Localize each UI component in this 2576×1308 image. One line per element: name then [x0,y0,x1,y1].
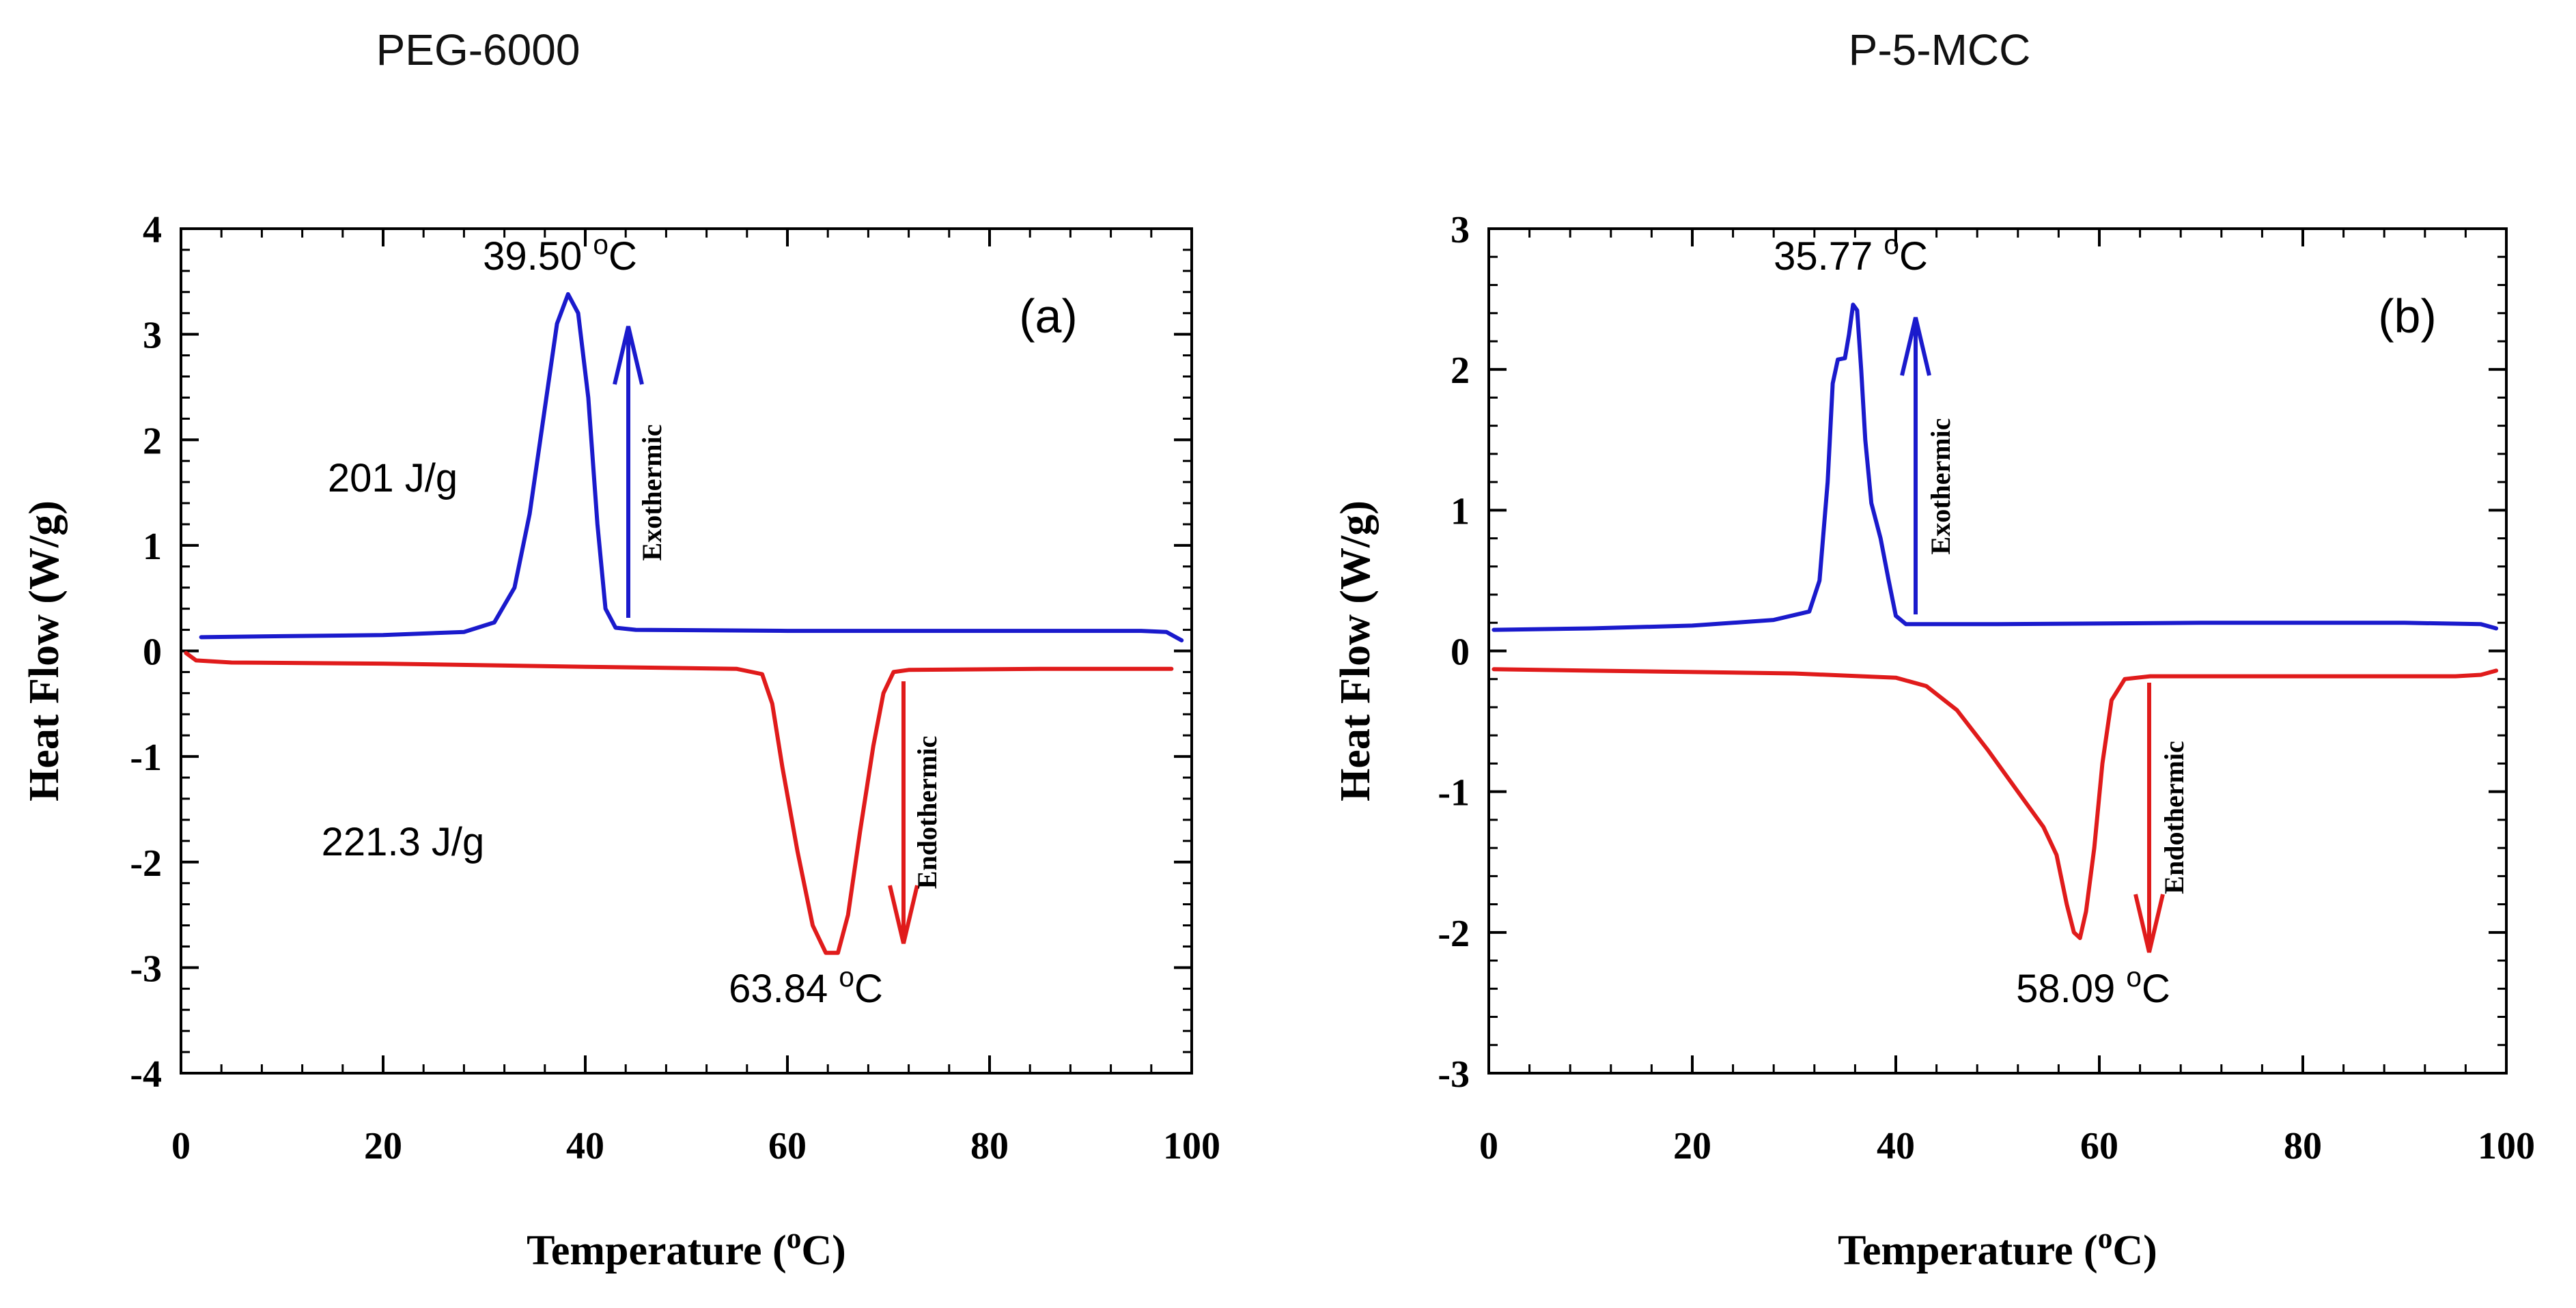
endothermic-label: Endothermic [2159,741,2189,894]
x-tick-label: 0 [1479,1125,1498,1167]
y-axis-title: Heat Flow (W/g) [21,500,68,801]
panel-header: PEG-6000 [376,25,580,74]
endothermic-peak-label: 63.84 oC [729,961,883,1011]
endothermic-label: Endothermic [912,736,942,889]
plot-frame [180,227,1193,1075]
y-axis-title: Heat Flow (W/g) [1332,500,1379,801]
exothermic-series-line [199,292,1184,642]
y-tick-label: 4 [143,209,162,251]
y-tick-label: -1 [130,737,162,779]
panel-header: P-5-MCC [1849,25,2031,74]
x-axis-title: Temperature (oC) [1838,1222,2157,1274]
chart-panel-b: P-5-MCC -3 -2 -1 0 1 2 3 0 20 40 60 80 100 Temperature… [1332,25,2535,1274]
y-tick-label: 3 [1451,209,1470,251]
plot-frame [1487,227,2508,1075]
y-tick-label: -1 [1438,772,1470,814]
endothermic-series-line [1492,667,2499,941]
y-tick-label: 2 [1451,350,1470,392]
y-tick-label: -2 [130,842,162,885]
exothermic-peak-label: 39.50 oC [483,229,637,279]
x-tick-label: 60 [2080,1125,2118,1167]
exothermic-label: Exothermic [636,425,667,561]
y-tick-label: 3 [143,315,162,357]
endothermic-arrow-head [888,885,919,944]
x-tick-label: 80 [2284,1125,2322,1167]
y-tick-label: -4 [130,1053,162,1096]
endothermic-enthalpy-label: 221.3 J/g [322,820,485,864]
exothermic-arrow-head [1900,317,1931,376]
x-axis-title: Temperature (oC) [527,1222,846,1274]
exothermic-enthalpy-label: 201 J/g [328,456,458,500]
x-tick-label: 20 [1673,1125,1711,1167]
y-tick-label: -3 [130,948,162,990]
panel-label: (a) [1019,289,1078,343]
y-tick-label: 0 [143,631,162,674]
x-tick-label: 0 [171,1125,191,1167]
y-tick-label: 1 [143,526,162,568]
x-tick-label: 100 [2478,1125,2535,1167]
y-tick-label: -2 [1438,913,1470,955]
panel-label: (b) [2378,289,2437,343]
endothermic-peak-label: 58.09 oC [2016,961,2170,1011]
endothermic-arrow-head [2133,894,2165,953]
exothermic-arrow-head [613,326,644,385]
exothermic-peak-label: 35.77 oC [1774,229,1928,279]
x-tick-label: 100 [1163,1125,1220,1167]
x-tick-label: 80 [970,1125,1009,1167]
y-tick-label: -3 [1438,1053,1470,1096]
exothermic-series-line [1492,302,2499,632]
y-tick-label: 1 [1451,490,1470,532]
y-tick-label: 0 [1451,631,1470,674]
y-tick-label: 2 [143,420,162,462]
endothermic-series-line [184,651,1174,955]
x-tick-label: 60 [768,1125,807,1167]
exothermic-label: Exothermic [1925,418,1956,555]
x-tick-label: 40 [1877,1125,1915,1167]
x-tick-label: 20 [364,1125,402,1167]
x-tick-label: 40 [566,1125,604,1167]
